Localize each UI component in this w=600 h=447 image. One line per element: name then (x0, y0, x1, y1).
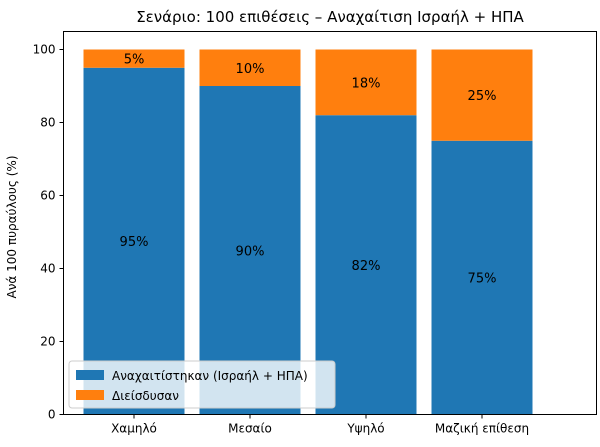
y-tick-label: 20 (40, 335, 55, 349)
bar-label-penetrated: 18% (352, 76, 381, 91)
bar-label-intercepted: 90% (236, 244, 265, 259)
bar-penetrated (431, 49, 533, 141)
x-tick-label: Μεσαίο (228, 422, 272, 436)
plot-frame (63, 31, 597, 415)
x-tick-label: Μαζική επίθεση (435, 422, 529, 436)
legend: Αναχαιτίστηκαν (Ισραήλ + ΗΠΑ) Διείσδυσαν (68, 360, 336, 409)
y-tick-label: 40 (40, 262, 55, 276)
y-tick-label: 60 (40, 189, 55, 203)
y-tick-label: 100 (33, 43, 56, 57)
x-tick-label: Χαμηλό (111, 422, 157, 436)
legend-swatch (76, 390, 104, 400)
bar-label-penetrated: 25% (468, 89, 497, 104)
bar-intercepted (83, 67, 185, 415)
bar-label-intercepted: 95% (120, 235, 149, 250)
plot-area: 0 20 40 60 80 100 95% 5% Χαμηλό 90% 10% Μεσαίο 82% 18… (33, 43, 533, 436)
bar-penetrated (83, 49, 185, 68)
legend-box (68, 360, 336, 409)
legend-swatch (76, 370, 104, 380)
x-tick-label: Υψηλό (346, 422, 384, 436)
bar-label-intercepted: 82% (352, 259, 381, 274)
bar-label-penetrated: 5% (124, 53, 145, 68)
bar-intercepted (431, 140, 533, 415)
legend-entry: Αναχαιτίστηκαν (Ισραήλ + ΗΠΑ) (112, 369, 308, 383)
legend-entry: Διείσδυσαν (112, 389, 179, 403)
y-tick-label: 80 (40, 116, 55, 130)
bar-label-penetrated: 10% (236, 62, 265, 77)
y-axis-label: Ανά 100 πυραύλους (%) (5, 155, 19, 298)
bar-penetrated (199, 49, 301, 86)
bar-label-intercepted: 75% (468, 272, 497, 287)
bar-penetrated (315, 49, 417, 116)
y-tick-label: 0 (48, 408, 56, 422)
bar-intercepted (199, 86, 301, 415)
chart-title: Σενάριο: 100 επιθέσεις – Αναχαίτιση Ισρα… (136, 8, 524, 26)
